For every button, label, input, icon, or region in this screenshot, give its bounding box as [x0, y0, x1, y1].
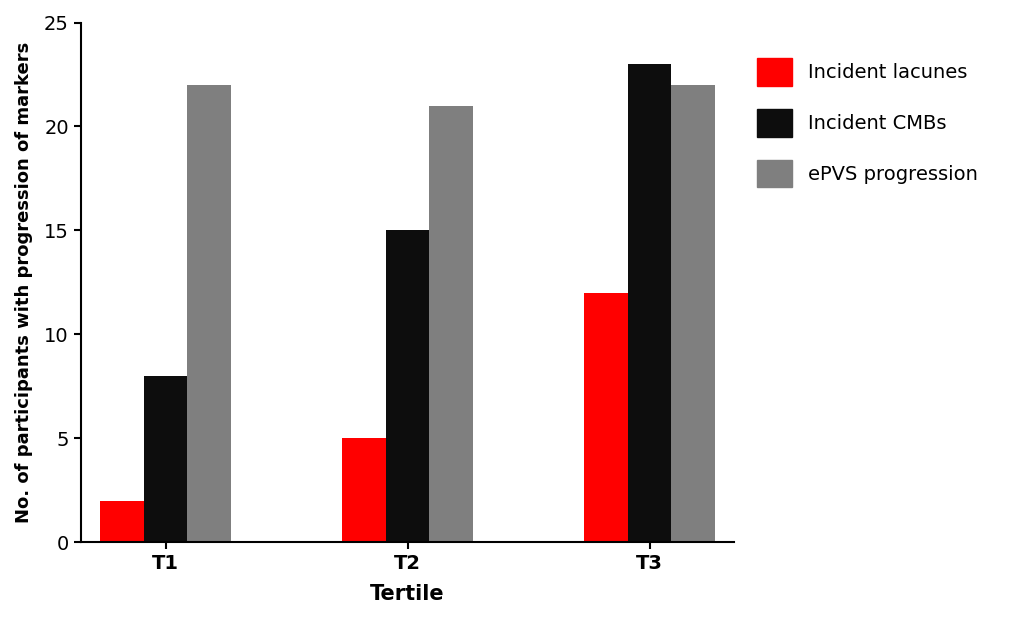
Bar	[187, 85, 230, 542]
X-axis label: Tertile: Tertile	[370, 584, 444, 604]
Bar	[342, 438, 385, 542]
Bar	[429, 106, 473, 542]
Bar	[385, 230, 429, 542]
Legend: Incident lacunes, Incident CMBs, ePVS progression: Incident lacunes, Incident CMBs, ePVS pr…	[756, 58, 976, 188]
Y-axis label: No. of participants with progression of markers: No. of participants with progression of …	[15, 41, 33, 523]
Bar	[671, 85, 714, 542]
Bar	[584, 293, 628, 542]
Bar	[100, 501, 144, 542]
Bar	[144, 376, 187, 542]
Bar	[628, 64, 671, 542]
